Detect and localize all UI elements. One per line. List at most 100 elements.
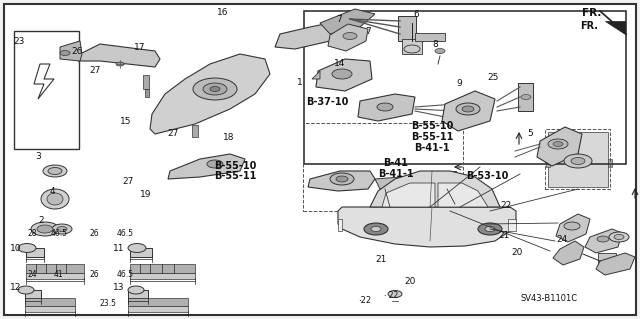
Circle shape	[435, 48, 445, 54]
Polygon shape	[320, 9, 375, 34]
Text: 22: 22	[500, 201, 511, 210]
Text: 9: 9	[457, 79, 462, 88]
Text: 23: 23	[13, 37, 25, 46]
Bar	[26, 248, 44, 257]
Circle shape	[207, 160, 223, 168]
Circle shape	[128, 286, 144, 294]
Circle shape	[330, 173, 354, 185]
Bar	[598, 253, 616, 265]
Circle shape	[371, 226, 381, 232]
Polygon shape	[605, 21, 625, 34]
Text: 27: 27	[122, 177, 134, 186]
Circle shape	[193, 78, 237, 100]
Text: 7: 7	[365, 27, 371, 36]
Circle shape	[441, 177, 453, 183]
Text: 13: 13	[113, 283, 124, 292]
Circle shape	[336, 176, 348, 182]
Text: 28: 28	[28, 229, 36, 238]
Circle shape	[343, 33, 357, 40]
Bar	[548, 132, 608, 187]
Circle shape	[609, 232, 629, 242]
Text: B-41-1: B-41-1	[414, 143, 450, 153]
Circle shape	[37, 225, 53, 233]
Text: 15: 15	[120, 117, 131, 126]
Polygon shape	[78, 44, 160, 67]
Polygon shape	[150, 54, 270, 134]
Text: FR.: FR.	[582, 8, 601, 18]
Text: 2: 2	[39, 216, 44, 225]
Circle shape	[521, 94, 531, 100]
Bar	[546, 159, 550, 167]
Circle shape	[614, 234, 624, 240]
Text: 23.5: 23.5	[99, 299, 116, 308]
Text: ⋅22: ⋅22	[358, 296, 371, 305]
Circle shape	[210, 86, 220, 92]
Text: 26: 26	[90, 229, 100, 238]
Polygon shape	[275, 21, 350, 49]
Text: 46.5: 46.5	[116, 229, 133, 238]
Circle shape	[364, 223, 388, 235]
Bar	[304, 11, 626, 164]
Bar	[402, 39, 422, 54]
Circle shape	[571, 158, 585, 165]
Circle shape	[456, 103, 480, 115]
Text: FR.: FR.	[580, 21, 598, 31]
Bar	[25, 290, 41, 298]
Polygon shape	[585, 229, 622, 253]
Bar	[128, 298, 188, 306]
Text: 7: 7	[337, 15, 342, 24]
Polygon shape	[312, 71, 320, 79]
Bar	[128, 306, 188, 312]
Text: 21: 21	[499, 231, 510, 240]
Circle shape	[597, 236, 609, 242]
Text: 3: 3	[36, 152, 41, 161]
Polygon shape	[338, 219, 342, 231]
Circle shape	[18, 286, 34, 294]
Circle shape	[564, 222, 580, 230]
Text: 25: 25	[487, 73, 499, 82]
Text: 46.5: 46.5	[116, 271, 133, 279]
Text: B-55-10: B-55-10	[214, 161, 257, 171]
Text: 12: 12	[10, 283, 21, 292]
Text: 11: 11	[113, 244, 124, 253]
Text: 17: 17	[134, 43, 145, 52]
Circle shape	[203, 83, 227, 95]
Text: 21: 21	[375, 256, 387, 264]
Text: 46.5: 46.5	[51, 229, 67, 238]
Polygon shape	[556, 214, 590, 242]
Text: 16: 16	[217, 8, 228, 17]
Text: SV43-B1101C: SV43-B1101C	[520, 294, 578, 303]
Bar	[145, 89, 149, 97]
Text: 1: 1	[297, 78, 302, 87]
Circle shape	[485, 226, 495, 232]
Text: 20: 20	[404, 277, 415, 286]
Bar	[130, 248, 152, 257]
Polygon shape	[442, 91, 495, 131]
Bar	[130, 273, 195, 279]
Polygon shape	[60, 41, 82, 61]
Bar	[398, 16, 416, 41]
Text: ⋅ 22: ⋅ 22	[384, 292, 398, 300]
Circle shape	[43, 165, 67, 177]
Polygon shape	[168, 154, 245, 179]
Text: B-37-10: B-37-10	[307, 97, 349, 107]
Circle shape	[31, 222, 59, 236]
Circle shape	[60, 50, 70, 56]
Ellipse shape	[41, 189, 69, 209]
Circle shape	[332, 69, 352, 79]
Text: 6: 6	[413, 10, 419, 19]
Text: B-53-10: B-53-10	[467, 171, 509, 181]
Text: B-41-1: B-41-1	[378, 169, 413, 179]
Bar	[556, 139, 560, 149]
Polygon shape	[415, 33, 445, 41]
Circle shape	[116, 62, 124, 66]
Circle shape	[553, 142, 563, 146]
Text: 10: 10	[10, 244, 21, 253]
Circle shape	[564, 154, 592, 168]
Polygon shape	[438, 183, 488, 207]
Bar	[25, 306, 75, 312]
Bar	[438, 171, 456, 189]
Text: 26: 26	[71, 47, 83, 56]
Text: B-41: B-41	[383, 158, 408, 168]
Polygon shape	[508, 219, 516, 231]
